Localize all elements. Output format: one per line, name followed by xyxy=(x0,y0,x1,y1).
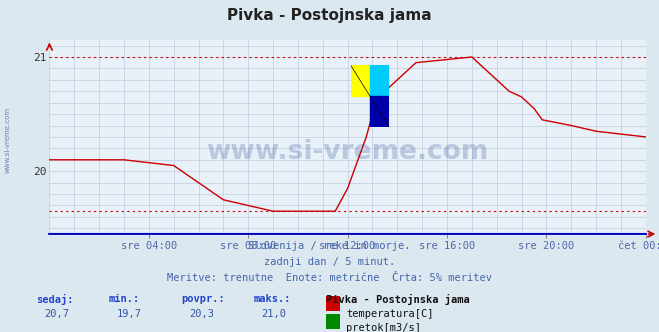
Text: www.si-vreme.com: www.si-vreme.com xyxy=(206,139,489,165)
Text: www.si-vreme.com: www.si-vreme.com xyxy=(5,106,11,173)
Text: Pivka - Postojnska jama: Pivka - Postojnska jama xyxy=(326,294,470,305)
Text: Slovenija / reke in morje.: Slovenija / reke in morje. xyxy=(248,241,411,251)
Text: 21,0: 21,0 xyxy=(262,309,287,319)
Text: maks.:: maks.: xyxy=(254,294,291,304)
Text: povpr.:: povpr.: xyxy=(181,294,225,304)
Text: 20,7: 20,7 xyxy=(44,309,69,319)
Bar xyxy=(370,65,389,96)
Text: 20,3: 20,3 xyxy=(189,309,214,319)
Text: Meritve: trenutne  Enote: metrične  Črta: 5% meritev: Meritve: trenutne Enote: metrične Črta: … xyxy=(167,273,492,283)
Text: Pivka - Postojnska jama: Pivka - Postojnska jama xyxy=(227,8,432,23)
Text: sedaj:: sedaj: xyxy=(36,294,74,305)
Bar xyxy=(351,65,370,96)
Text: temperatura[C]: temperatura[C] xyxy=(346,309,434,319)
Text: zadnji dan / 5 minut.: zadnji dan / 5 minut. xyxy=(264,257,395,267)
Bar xyxy=(370,96,389,127)
Text: 19,7: 19,7 xyxy=(117,309,142,319)
Text: min.:: min.: xyxy=(109,294,140,304)
Text: pretok[m3/s]: pretok[m3/s] xyxy=(346,323,421,332)
